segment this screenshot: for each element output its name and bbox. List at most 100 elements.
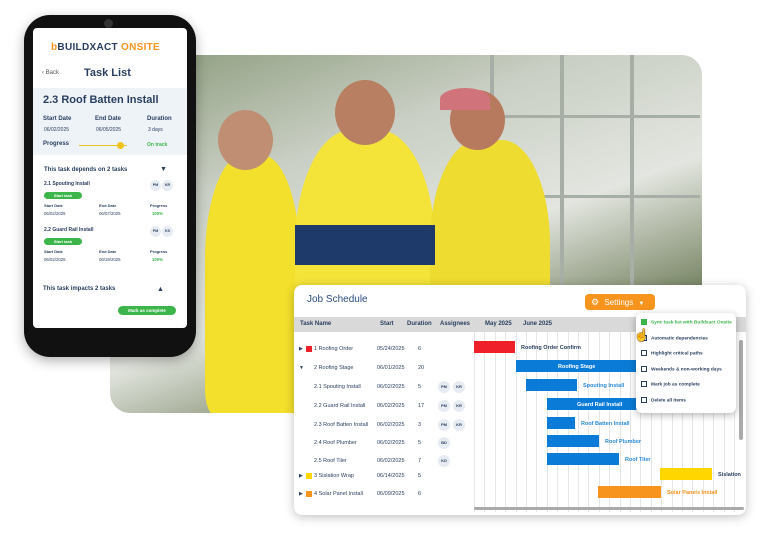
start-value: 06/02/2025 (44, 257, 66, 262)
grid-line (484, 332, 486, 512)
caret-right-icon[interactable]: ▶ (299, 346, 303, 352)
caret-down-icon[interactable]: ▼ (299, 365, 304, 371)
settings-menu-item[interactable]: Delete all items (641, 396, 686, 403)
task-name[interactable]: 1 Roofing Order (314, 346, 354, 352)
task-name[interactable]: 2.5 Roof Tiler (314, 458, 347, 464)
gantt-bar-label: Roof Tiler (625, 457, 651, 463)
task-start: 06/02/2025 (377, 384, 405, 390)
progress-label: Progress (150, 249, 168, 254)
assignee-avatar: KR (162, 180, 173, 191)
grid-line (588, 332, 590, 512)
grid-line (494, 332, 496, 512)
settings-menu-item[interactable]: Mark job as complete (641, 381, 700, 387)
grid-line (692, 332, 694, 512)
mark-complete-button[interactable]: Mark as complete (118, 306, 176, 315)
settings-menu-item[interactable]: Sync task list with Buildxact Onsite (641, 319, 732, 325)
caret-up-icon[interactable]: ▲ (157, 286, 164, 293)
gantt-bar[interactable] (516, 360, 640, 372)
task-duration: 17 (418, 403, 425, 409)
grid-line (713, 332, 715, 512)
task-name[interactable]: 2.3 Roof Batten Install (314, 422, 369, 428)
gantt-bar[interactable] (547, 398, 647, 410)
caret-right-icon[interactable]: ▶ (299, 491, 303, 497)
gantt-bar-label: Roof Batten Install (581, 421, 630, 427)
schedule-title: Job Schedule (307, 294, 368, 305)
start-label: Start Date (44, 249, 63, 254)
start-value: 06/02/2025 (44, 127, 70, 133)
checkbox-icon[interactable] (641, 381, 647, 387)
grid-line (598, 332, 600, 512)
grid-line (640, 332, 642, 512)
checkbox-checked-icon[interactable] (641, 319, 647, 325)
grid-line (661, 332, 663, 512)
gantt-bar[interactable] (547, 435, 599, 447)
col-duration: Duration (407, 321, 432, 327)
progress-value: 100% (152, 257, 163, 262)
task-color-swatch (306, 473, 312, 479)
task-color-swatch (306, 491, 312, 497)
task-start: 06/02/2025 (377, 458, 405, 464)
caret-right-icon[interactable]: ▶ (299, 473, 303, 479)
task-duration: 5 (418, 384, 422, 390)
gantt-bar[interactable] (660, 468, 712, 480)
settings-menu-item[interactable]: Weekends & non-working days (641, 365, 722, 372)
impacts-heading: This task impacts 2 tasks (43, 286, 116, 292)
task-name: 2.3 Roof Batten Install (43, 94, 159, 106)
settings-button[interactable]: ⚙ Settings ▼ (585, 294, 655, 310)
assignee-avatar: KR (453, 381, 465, 393)
gantt-bar-label: Roof Plumber (605, 439, 642, 445)
settings-menu-item[interactable]: Automatic dependencies (641, 334, 708, 341)
gantt-bar-label: Guard Rail Install (577, 402, 623, 408)
task-name[interactable]: 3 Sislation Wrap (314, 473, 354, 479)
checkbox-icon[interactable] (641, 396, 647, 403)
grid-line (474, 332, 475, 512)
grid-line (619, 332, 621, 512)
progress-value: 100% (152, 211, 163, 216)
progress-slider[interactable] (79, 145, 127, 146)
page-title: Task List (84, 67, 131, 79)
task-name[interactable]: 4 Solar Panel Install (314, 491, 363, 497)
checkbox-icon[interactable] (641, 350, 647, 356)
col-start: Start (380, 321, 394, 327)
task-color-swatch (306, 346, 312, 352)
grid-line (723, 332, 725, 512)
progress-slider-handle[interactable] (116, 142, 124, 149)
dependency-name: 2.2 Guard Rail Install (44, 227, 94, 233)
gantt-bar[interactable] (547, 453, 619, 465)
settings-menu-item[interactable]: Highlight critical paths (641, 350, 703, 356)
grid-line (536, 332, 538, 512)
task-summary (33, 88, 187, 155)
duration-value: 3 days (148, 127, 163, 133)
task-list-screen: bBUILDXACT ONSITE ‹ Back Task List 2.3 R… (33, 28, 187, 328)
col-task-name: Task Name (300, 321, 332, 327)
task-name[interactable]: 2 Roofing Stage (314, 365, 354, 371)
task-start: 06/14/2025 (377, 473, 405, 479)
checkbox-icon[interactable] (641, 365, 647, 372)
assignee-avatar: PM (438, 419, 450, 431)
assignee-avatar: PM (438, 381, 450, 393)
gantt-bar[interactable] (474, 341, 515, 353)
task-duration: 5 (418, 440, 422, 446)
task-duration: 3 (418, 422, 422, 428)
task-start: 06/02/2025 (377, 403, 405, 409)
logo-icon: b (51, 42, 58, 53)
hand-cursor-icon: ☝ (634, 328, 649, 342)
checkbox-icon[interactable] (641, 334, 647, 341)
col-assignees: Assignees (440, 321, 471, 327)
vertical-scrollbar[interactable] (739, 340, 743, 440)
task-name[interactable]: 2.2 Guard Rail Install (314, 403, 366, 409)
gantt-bar[interactable] (598, 486, 661, 498)
task-name[interactable]: 2.1 Spouting Install (314, 384, 361, 390)
start-task-button[interactable]: Start task (44, 238, 82, 245)
task-name[interactable]: 2.4 Roof Plumber (314, 440, 357, 446)
gantt-bar[interactable] (547, 417, 575, 429)
horizontal-scrollbar[interactable] (474, 507, 744, 510)
task-duration: 6 (418, 346, 422, 352)
gantt-bar[interactable] (526, 379, 577, 391)
assignee-avatar: PM (150, 180, 161, 191)
gantt-bar-label: Sislation (718, 472, 741, 478)
back-button[interactable]: ‹ Back (42, 70, 60, 76)
start-value: 06/02/2025 (44, 211, 66, 216)
start-task-button[interactable]: Start task (44, 192, 82, 199)
caret-down-icon[interactable]: ▼ (160, 166, 167, 173)
